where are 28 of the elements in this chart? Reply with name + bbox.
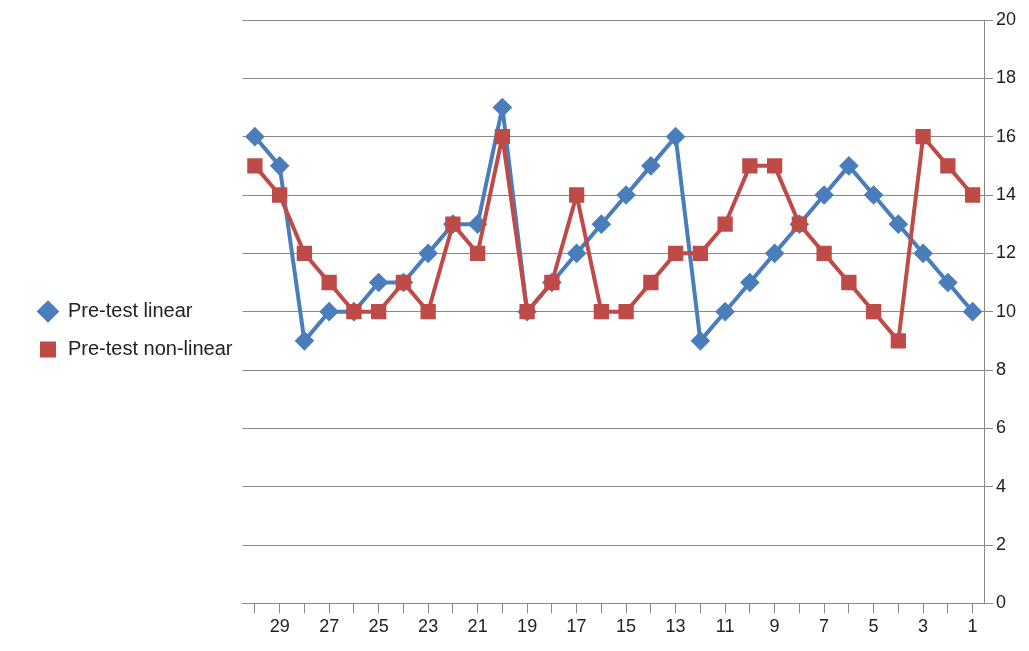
x-tick-label: 29 bbox=[269, 616, 290, 637]
y-tick-label: 2 bbox=[995, 534, 1006, 555]
y-tick-label: 14 bbox=[995, 183, 1017, 204]
x-tick-label: 1 bbox=[967, 616, 978, 637]
y-tick-label: 4 bbox=[995, 475, 1006, 496]
x-tick-label: 17 bbox=[566, 616, 587, 637]
x-tick-label: 27 bbox=[319, 616, 340, 637]
x-tick-label: 23 bbox=[418, 616, 439, 637]
y-tick-label: 20 bbox=[995, 8, 1017, 29]
y-tick-label: 18 bbox=[995, 67, 1017, 88]
y-tick-label: 0 bbox=[995, 592, 1006, 613]
x-tick-label: 7 bbox=[819, 616, 830, 637]
x-tick-label: 25 bbox=[368, 616, 389, 637]
x-tick-label: 9 bbox=[769, 616, 780, 637]
x-tick-label: 11 bbox=[715, 616, 735, 637]
x-tick-label: 15 bbox=[616, 616, 637, 637]
y-tick-label: 16 bbox=[995, 125, 1017, 146]
x-tick-label: 19 bbox=[517, 616, 538, 637]
x-tick-label: 5 bbox=[868, 616, 879, 637]
x-tick-label: 21 bbox=[467, 616, 488, 637]
legend-label: Pre-test linear bbox=[68, 299, 193, 322]
x-tick-label: 13 bbox=[665, 616, 686, 637]
legend-label: Pre-test non-linear bbox=[68, 337, 233, 360]
x-tick-label: 3 bbox=[918, 616, 929, 637]
y-tick-label: 12 bbox=[995, 242, 1017, 263]
y-tick-label: 6 bbox=[995, 417, 1006, 438]
y-tick-label: 8 bbox=[995, 359, 1006, 380]
y-tick-label: 10 bbox=[995, 300, 1017, 321]
